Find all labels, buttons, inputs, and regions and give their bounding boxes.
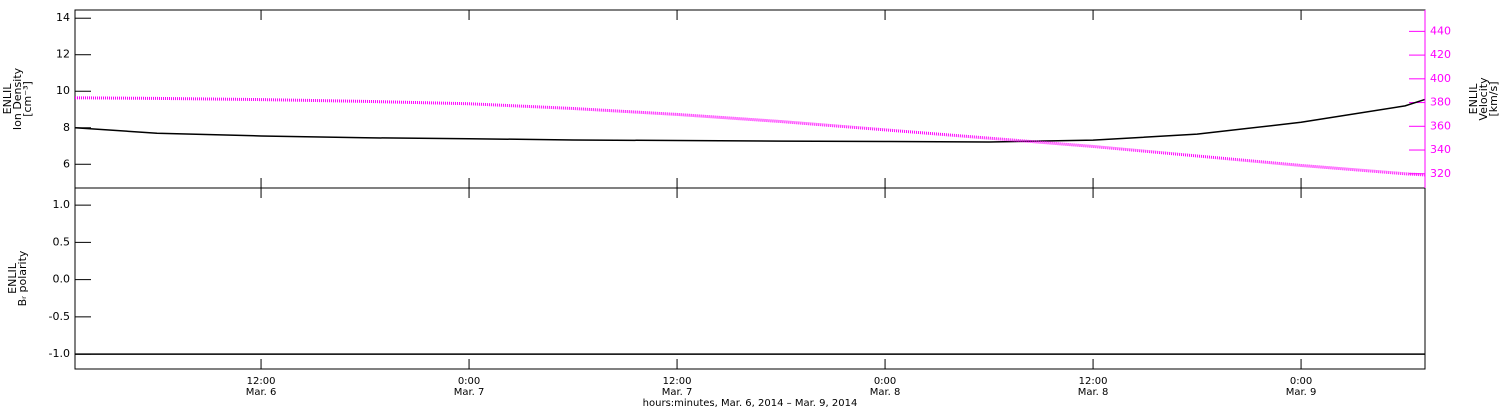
plot-frame	[74, 187, 1426, 370]
x-tick-label: 0:00	[1290, 376, 1312, 387]
y-tick-label: 14	[56, 11, 70, 24]
x-tick-label: Mar. 9	[1286, 387, 1317, 398]
y-tick-label: 8	[63, 121, 70, 134]
y2-axis-label: [km/s]	[1487, 81, 1500, 116]
x-tick-label: Mar. 6	[246, 387, 277, 398]
y2-tick-label: 320	[1430, 167, 1451, 180]
y-tick-label: 0.0	[53, 273, 71, 286]
y2-tick-label: 400	[1430, 72, 1451, 85]
y-tick-label: 6	[63, 157, 70, 170]
y-axis-label: [cm⁻³]	[21, 81, 34, 117]
data-line	[74, 96, 1426, 177]
y2-axis-label: Velocity	[1477, 77, 1490, 121]
y2-axis-label: ENLIL	[1467, 83, 1480, 115]
y2-tick-label: 360	[1430, 119, 1451, 132]
x-tick-label: 12:00	[1079, 376, 1108, 387]
y-tick-label: 12	[56, 48, 70, 61]
data-line	[74, 98, 1426, 143]
y2-tick-label: 440	[1430, 24, 1451, 37]
y-axis-label: Bᵣ polarity	[16, 250, 29, 306]
x-tick-label: 0:00	[458, 376, 480, 387]
y-tick-label: 1.0	[53, 198, 71, 211]
x-tick-label: Mar. 8	[870, 387, 901, 398]
y-tick-label: -0.5	[49, 310, 70, 323]
x-tick-label: Mar. 8	[1078, 387, 1109, 398]
y-axis-label: Ion Density	[11, 67, 24, 130]
y-axis-label: ENLIL	[1, 83, 14, 115]
y-tick-label: -1.0	[49, 347, 70, 360]
x-tick-label: Mar. 7	[454, 387, 485, 398]
y-tick-label: 10	[56, 84, 70, 97]
y2-tick-label: 380	[1430, 96, 1451, 109]
x-tick-label: 12:00	[247, 376, 276, 387]
y-axis-label: ENLIL	[6, 262, 19, 294]
x-axis-label: hours:minutes, Mar. 6, 2014 – Mar. 9, 20…	[643, 398, 858, 409]
y2-tick-label: 420	[1430, 48, 1451, 61]
x-tick-label: 0:00	[874, 376, 896, 387]
x-tick-label: Mar. 7	[662, 387, 693, 398]
x-tick-label: 12:00	[663, 376, 692, 387]
y2-tick-label: 340	[1430, 143, 1451, 156]
y-tick-label: 0.5	[53, 235, 71, 248]
